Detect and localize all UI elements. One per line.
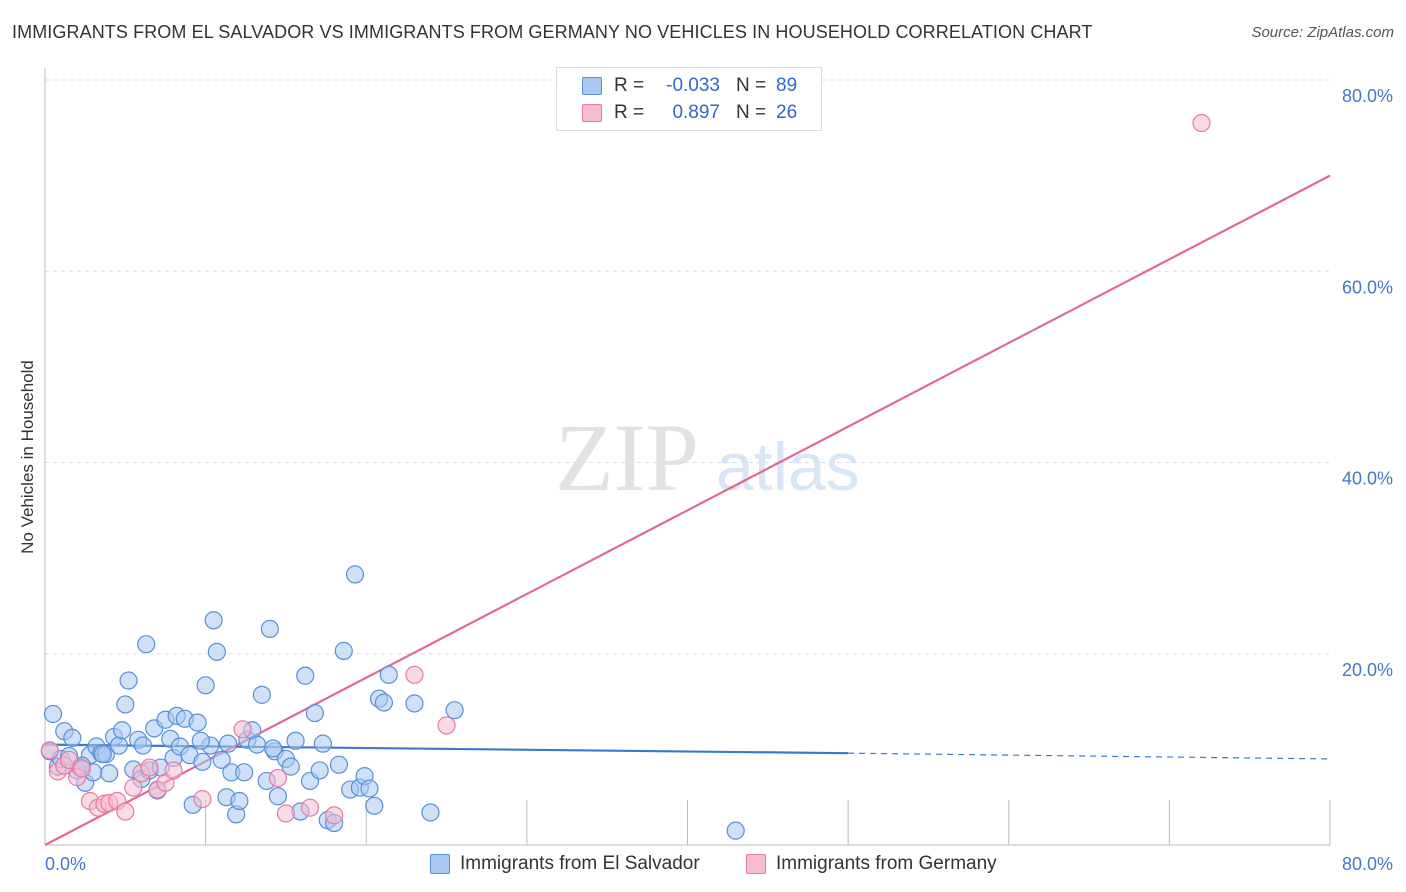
point-el-salvador — [137, 635, 156, 654]
point-el-salvador — [204, 611, 223, 630]
tick-labels: 80.0% 60.0% 40.0% 20.0% 0.0% 80.0% — [45, 86, 1393, 874]
point-germany — [405, 665, 424, 684]
point-el-salvador — [305, 703, 324, 723]
watermark-atlas: atlas — [716, 429, 860, 505]
point-el-salvador — [196, 676, 215, 695]
point-el-salvador — [212, 750, 231, 769]
point-germany — [276, 804, 296, 823]
point-el-salvador — [374, 693, 394, 712]
x-tick-label: 80.0% — [1342, 854, 1393, 874]
legend-n-value: 89 — [776, 75, 798, 96]
point-el-salvador — [345, 565, 365, 584]
trend-lines — [44, 174, 1331, 846]
point-el-salvador — [100, 764, 119, 783]
point-el-salvador — [263, 739, 283, 758]
point-germany — [116, 802, 135, 821]
point-germany — [59, 750, 79, 769]
point-germany — [193, 789, 212, 809]
point-el-salvador — [445, 701, 464, 720]
data-points — [40, 113, 1211, 840]
legend-row-germany: R = 0.897 N = 26 — [582, 101, 797, 125]
point-el-salvador — [219, 734, 238, 753]
point-germany — [437, 716, 456, 735]
point-el-salvador — [286, 731, 305, 750]
point-el-salvador — [360, 779, 379, 798]
point-el-salvador — [726, 821, 745, 840]
point-el-salvador — [260, 619, 279, 638]
point-el-salvador — [268, 787, 288, 806]
point-el-salvador — [119, 671, 138, 690]
legend-n-value: 26 — [776, 102, 798, 123]
point-germany — [40, 741, 59, 760]
point-germany — [325, 806, 344, 825]
legend-r-label: R = — [614, 102, 645, 123]
point-el-salvador — [252, 685, 271, 704]
series-legend: Immigrants from El Salvador Immigrants f… — [0, 853, 1406, 877]
point-el-salvador — [43, 704, 63, 724]
axes — [44, 68, 1331, 846]
point-germany — [72, 759, 92, 778]
watermark-zip: ZIP — [555, 404, 699, 511]
watermark: ZIP atlas — [555, 404, 860, 511]
chart-title: IMMIGRANTS FROM EL SALVADOR VS IMMIGRANT… — [12, 22, 1093, 42]
trend-line-el-salvador-extension — [848, 752, 1331, 760]
series-swatch-blue — [430, 854, 450, 874]
point-el-salvador — [133, 736, 153, 755]
legend-r-label: R = — [614, 75, 645, 96]
point-el-salvador — [193, 752, 212, 771]
point-el-salvador — [112, 721, 132, 740]
stats-legend: R = -0.033 N = 89 R = 0.897 N = 26 — [556, 67, 822, 131]
point-el-salvador — [365, 796, 384, 815]
source-credit: Source: ZipAtlas.com — [1251, 24, 1394, 41]
series-swatch-pink — [746, 854, 766, 874]
gridlines — [45, 79, 1330, 655]
point-germany — [233, 720, 252, 739]
y-tick-label: 40.0% — [1342, 469, 1393, 489]
y-tick-label: 60.0% — [1342, 277, 1393, 297]
legend-swatch-blue — [582, 77, 602, 95]
series-label-germany: Immigrants from Germany — [776, 853, 997, 874]
point-el-salvador — [191, 731, 210, 750]
point-germany — [1192, 113, 1211, 133]
point-el-salvador — [405, 694, 424, 713]
y-axis-label: No Vehicles in Household — [18, 360, 37, 554]
point-el-salvador — [230, 791, 249, 811]
point-el-salvador — [109, 736, 128, 755]
legend-r-value: -0.033 — [666, 75, 720, 96]
x-tick-label: 0.0% — [45, 854, 86, 874]
point-el-salvador — [313, 734, 332, 753]
legend-row-el-salvador: R = -0.033 N = 89 — [582, 74, 797, 98]
point-el-salvador — [188, 713, 207, 732]
point-germany — [124, 778, 143, 797]
series-label-el-salvador: Immigrants from El Salvador — [460, 853, 700, 874]
legend-n-label: N = — [736, 75, 767, 96]
point-el-salvador — [247, 735, 267, 754]
point-el-salvador — [235, 763, 254, 782]
point-el-salvador — [296, 666, 315, 685]
point-germany — [268, 768, 288, 788]
point-germany — [164, 761, 183, 780]
point-el-salvador — [63, 728, 82, 748]
point-el-salvador — [281, 757, 300, 776]
point-germany — [140, 758, 159, 777]
series-legend-el-salvador: Immigrants from El Salvador — [430, 853, 700, 875]
point-el-salvador — [329, 755, 349, 774]
point-el-salvador — [379, 665, 398, 684]
point-el-salvador — [93, 745, 112, 764]
point-germany — [300, 798, 320, 817]
legend-swatch-pink — [582, 104, 602, 122]
point-el-salvador — [207, 642, 226, 661]
point-el-salvador — [116, 695, 135, 714]
point-el-salvador — [334, 641, 353, 660]
y-tick-label: 80.0% — [1342, 86, 1393, 106]
series-legend-germany: Immigrants from Germany — [746, 853, 997, 875]
y-tick-label: 20.0% — [1342, 660, 1393, 680]
legend-n-label: N = — [736, 102, 767, 123]
point-el-salvador — [421, 803, 440, 822]
trend-line-germany — [44, 174, 1331, 846]
legend-r-value: 0.897 — [672, 102, 720, 123]
point-el-salvador — [310, 761, 329, 780]
